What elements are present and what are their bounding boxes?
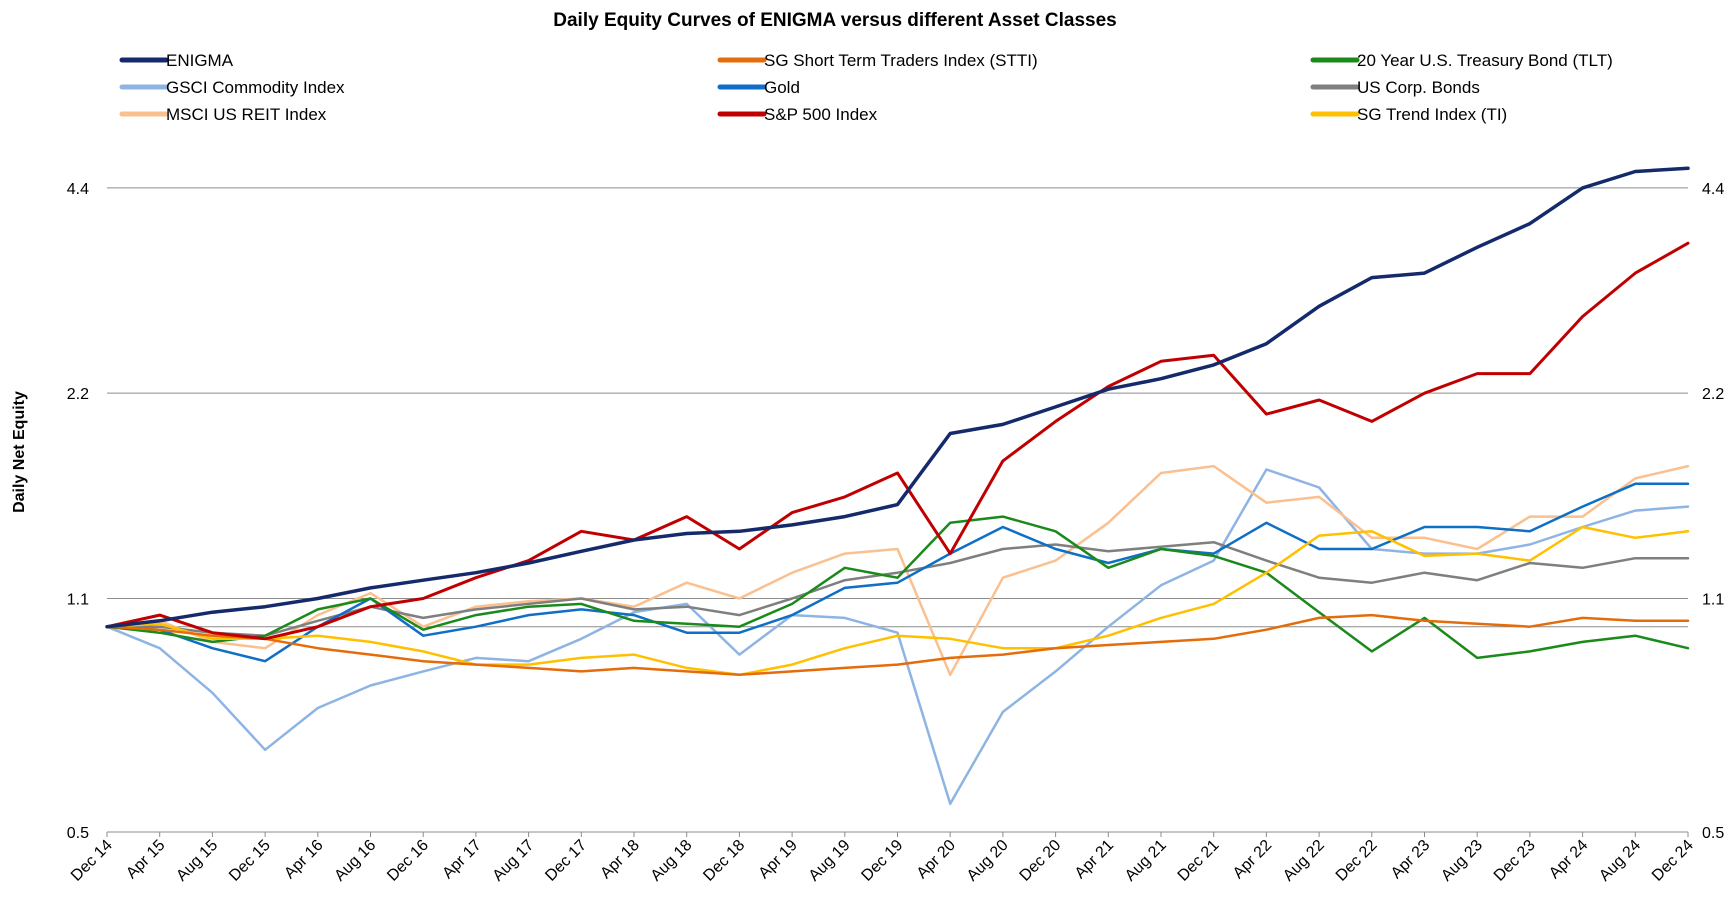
x-tick-label: Dec 23 (1491, 837, 1539, 885)
legend-label: SG Short Term Traders Index (STTI) (764, 51, 1038, 70)
series-line-sg-trend-index-ti (105, 525, 1690, 677)
legend-label: US Corp. Bonds (1357, 78, 1480, 97)
x-tick-label: Apr 21 (1072, 837, 1117, 882)
series-line-msci-us-reit-index (105, 464, 1690, 677)
chart-title: Daily Equity Curves of ENIGMA versus dif… (553, 10, 1117, 31)
x-tick-label: Apr 18 (597, 837, 642, 882)
x-axis-ticks: Dec 14 Apr 15 Aug 15 Dec 15 Apr 16 Aug 16 Dec … (68, 832, 1697, 885)
x-tick-label: Aug 22 (1280, 837, 1328, 885)
x-tick-label: Aug 24 (1596, 837, 1644, 885)
x-tick-label: Apr 22 (1230, 837, 1275, 882)
y-tick-label-left: 1.1 (67, 591, 89, 608)
x-tick-label: Apr 19 (756, 837, 801, 882)
series-line-sg-short-term-traders-index-stti (105, 613, 1690, 677)
x-tick-label: Aug 18 (648, 837, 696, 885)
x-tick-label: Aug 16 (331, 837, 379, 885)
series-line-s-p-500-index (105, 241, 1690, 641)
x-tick-label: Dec 18 (700, 837, 748, 885)
legend: ENIGMA SG Short Term Traders Index (STTI)… (119, 51, 1613, 124)
x-tick-label: Aug 17 (490, 837, 538, 885)
x-tick-label: Apr 15 (123, 837, 168, 882)
y-tick-label-right: 4.4 (1702, 181, 1724, 198)
x-tick-label: Dec 24 (1649, 837, 1697, 885)
x-tick-label: Aug 20 (964, 837, 1012, 885)
x-tick-label: Aug 19 (806, 837, 854, 885)
legend-label: MSCI US REIT Index (166, 105, 327, 124)
x-tick-label: Dec 22 (1333, 837, 1381, 885)
x-tick-label: Dec 20 (1017, 837, 1065, 885)
legend-label: Gold (764, 78, 800, 97)
x-tick-label: Dec 15 (226, 837, 274, 885)
legend-label: 20 Year U.S. Treasury Bond (TLT) (1357, 51, 1613, 70)
x-tick-label: Dec 17 (542, 837, 590, 885)
x-tick-label: Aug 21 (1122, 837, 1170, 885)
legend-label: S&P 500 Index (764, 105, 878, 124)
y-tick-label-right: 2.2 (1702, 386, 1724, 403)
x-tick-label: Dec 16 (384, 837, 432, 885)
x-tick-label: Apr 17 (439, 837, 484, 882)
x-tick-label: Apr 20 (914, 837, 959, 882)
x-tick-label: Dec 21 (1175, 837, 1223, 885)
x-tick-label: Apr 24 (1546, 837, 1591, 882)
y-tick-label-right: 1.1 (1702, 591, 1724, 608)
legend-label: ENIGMA (166, 51, 234, 70)
y-tick-label-left: 0.5 (67, 825, 89, 842)
gridlines (107, 187, 1688, 833)
series-layer (105, 166, 1690, 806)
x-tick-label: Aug 23 (1438, 837, 1486, 885)
y-tick-label-left: 4.4 (67, 181, 89, 198)
y-axis-left-ticks: 0.5 1.1 2.2 4.4 (67, 181, 89, 842)
series-line-gsci-commodity-index (105, 468, 1690, 806)
series-line-20-year-u-s-treasury-bond-tlt (105, 515, 1690, 660)
y-tick-label-left: 2.2 (67, 386, 89, 403)
y-axis-right-ticks: 0.5 1.1 2.2 4.4 (1702, 181, 1724, 842)
y-tick-label-right: 0.5 (1702, 825, 1724, 842)
x-tick-label: Apr 16 (281, 837, 326, 882)
y-axis-label: Daily Net Equity (11, 391, 28, 513)
x-tick-label: Apr 23 (1388, 837, 1433, 882)
x-tick-label: Dec 19 (858, 837, 906, 885)
x-tick-label: Dec 14 (68, 837, 116, 885)
series-line-enigma (105, 166, 1690, 629)
legend-label: SG Trend Index (TI) (1357, 105, 1507, 124)
legend-label: GSCI Commodity Index (166, 78, 345, 97)
x-tick-label: Aug 15 (173, 837, 221, 885)
